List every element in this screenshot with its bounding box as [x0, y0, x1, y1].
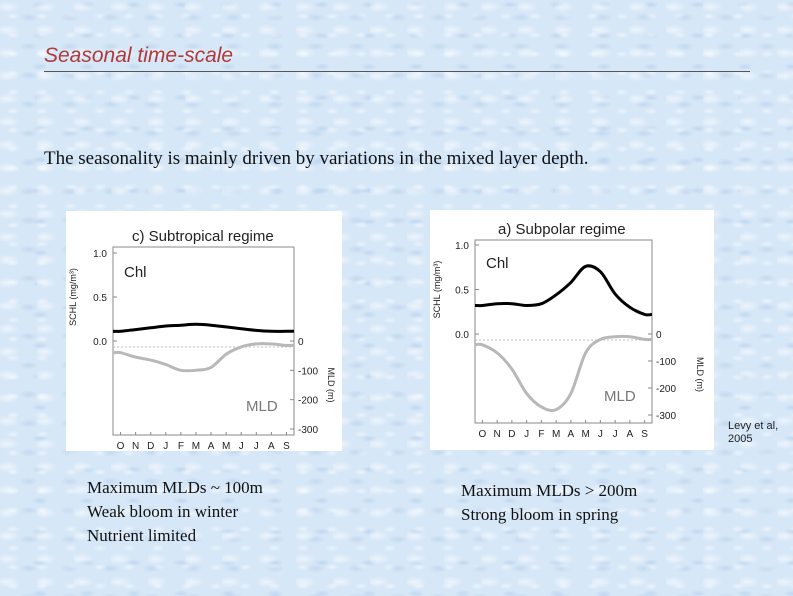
- chl-line: [474, 264, 653, 317]
- mld-series-label: MLD: [246, 398, 278, 415]
- month-tick-label: F: [538, 429, 544, 440]
- subpolar-notes: Maximum MLDs > 200m Strong bloom in spri…: [461, 479, 637, 527]
- mld-line: [474, 334, 653, 412]
- month-tick-label: J: [239, 441, 244, 451]
- month-tick-label: D: [147, 441, 154, 451]
- month-tick-label: J: [254, 441, 259, 451]
- right-tick-label: -200: [298, 396, 318, 407]
- month-tick-label: O: [117, 441, 125, 451]
- right-tick-label: 0: [298, 337, 304, 348]
- month-tick-label: M: [552, 429, 560, 440]
- left-tick-label: 1.0: [455, 241, 469, 252]
- note-line: Maximum MLDs ~ 100m: [87, 478, 263, 497]
- month-tick-label: A: [268, 441, 275, 451]
- month-tick-label: J: [163, 441, 168, 451]
- month-tick-label: J: [598, 429, 603, 440]
- title-rule: [44, 71, 750, 72]
- month-tick-label: A: [627, 429, 634, 440]
- month-tick-label: A: [208, 441, 215, 451]
- mld-line: [112, 342, 295, 373]
- left-tick-label: 0.5: [455, 286, 469, 297]
- citation-year: 2005: [728, 433, 753, 445]
- note-line: Strong bloom in spring: [461, 505, 619, 524]
- month-tick-label: M: [192, 441, 200, 451]
- right-tick-label: -100: [298, 366, 318, 377]
- chl-line: [112, 322, 294, 333]
- month-tick-label: O: [478, 429, 486, 440]
- right-tick-label: -300: [298, 425, 318, 436]
- right-tick-label: -200: [656, 384, 676, 395]
- chl-series-label: Chl: [124, 264, 147, 281]
- intro-text: The seasonality is mainly driven by vari…: [44, 148, 589, 169]
- month-tick-label: D: [508, 429, 515, 440]
- left-tick-label: 0.0: [93, 337, 107, 348]
- right-axis-label: MLD (m): [326, 368, 336, 403]
- citation: Levy et al, 2005: [728, 420, 788, 446]
- chl-series-label: Chl: [486, 255, 509, 272]
- month-tick-label: F: [178, 441, 184, 451]
- citation-authors: Levy et al,: [728, 420, 779, 432]
- note-line: Nutrient limited: [87, 526, 197, 545]
- note-line: Maximum MLDs > 200m: [461, 481, 638, 500]
- mld-series-label: MLD: [604, 388, 636, 405]
- month-tick-label: N: [494, 429, 501, 440]
- slide-title: Seasonal time-scale: [44, 44, 234, 67]
- left-axis-label: SCHL (mg/m³): [432, 261, 442, 319]
- right-tick-label: 0: [656, 330, 662, 341]
- note-line: Weak bloom in winter: [87, 502, 239, 521]
- month-tick-label: J: [613, 429, 618, 440]
- month-tick-label: N: [132, 441, 139, 451]
- left-axis-label: SCHL (mg/m³): [68, 268, 78, 326]
- month-tick-label: J: [524, 429, 529, 440]
- month-tick-label: S: [641, 429, 648, 440]
- left-tick-label: 0.5: [93, 293, 107, 304]
- subpolar-chart-svg: a) Subpolar regime 1.0 0.5 0.0 SCHL (mg/m³) 0…: [432, 221, 705, 440]
- chart-title: c) Subtropical regime: [132, 228, 274, 245]
- month-tick-label: S: [283, 441, 290, 451]
- right-axis-label: MLD (m): [695, 357, 705, 392]
- subpolar-chart: a) Subpolar regime 1.0 0.5 0.0 SCHL (mg/m³) 0…: [430, 210, 714, 450]
- left-tick-label: 1.0: [93, 249, 107, 260]
- left-tick-label: 0.0: [455, 330, 469, 341]
- right-tick-label: -300: [656, 411, 676, 422]
- subtropical-chart: c) Subtropical regime 1.0 0.5 0.0 SCHL (mg/m…: [66, 211, 342, 451]
- month-tick-label: M: [222, 441, 230, 451]
- plot-frame: [474, 239, 653, 424]
- subtropical-notes: Maximum MLDs ~ 100m Weak bloom in winter…: [87, 476, 263, 548]
- subtropical-chart-svg: c) Subtropical regime 1.0 0.5 0.0 SCHL (mg/m…: [68, 228, 336, 451]
- chart-title: a) Subpolar regime: [498, 221, 626, 238]
- month-tick-label: A: [568, 429, 575, 440]
- right-tick-label: -100: [656, 357, 676, 368]
- month-tick-label: M: [581, 429, 589, 440]
